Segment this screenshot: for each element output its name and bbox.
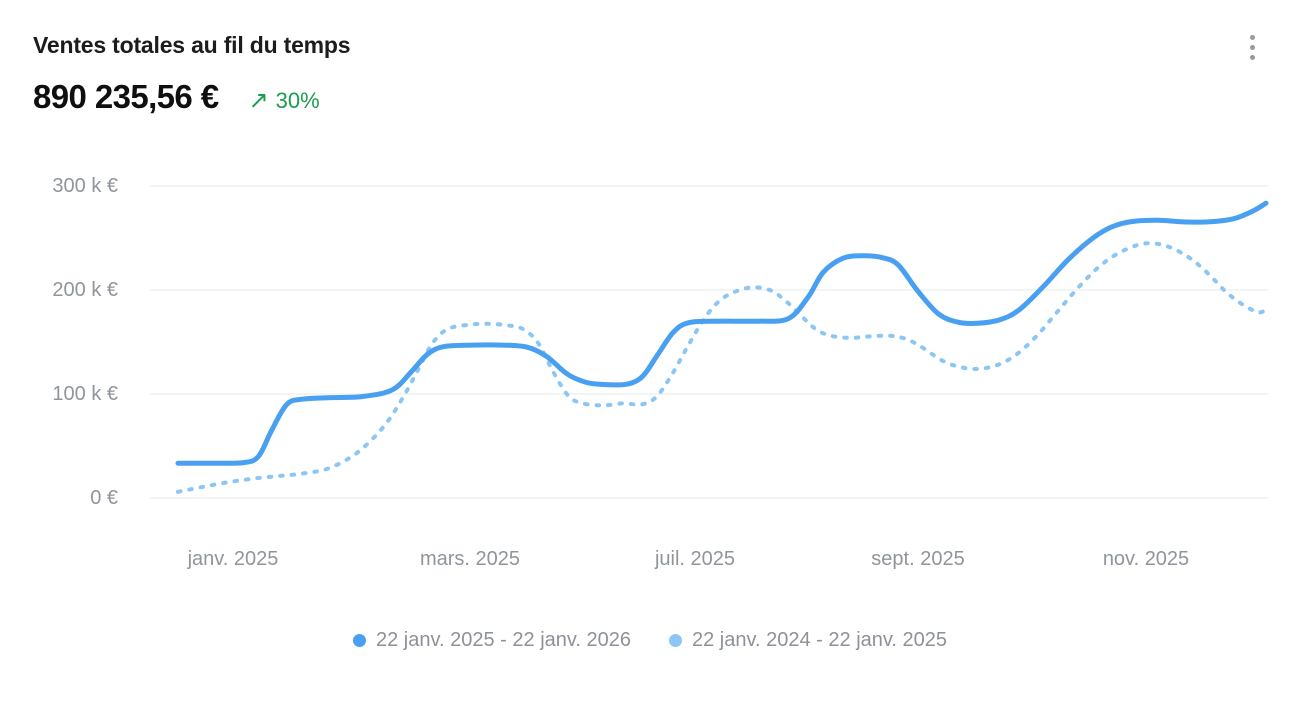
x-axis-tick-label: nov. 2025 (1102, 548, 1190, 570)
trend-percent: 30% (275, 88, 320, 113)
legend-label: 22 janv. 2025 - 22 janv. 2026 (376, 629, 631, 651)
x-axis-tick-label: janv. 2025 (187, 548, 279, 570)
x-axis-tick-label: juil. 2025 (654, 548, 736, 570)
kebab-menu-icon (1249, 54, 1255, 60)
y-axis-tick-label: 100 k € (52, 383, 118, 405)
trend-up-arrow-icon: ↗ (248, 87, 269, 114)
x-axis-tick-label: sept. 2025 (871, 548, 965, 570)
kebab-menu-icon (1249, 34, 1255, 40)
trend-indicator: ↗ 30% (248, 86, 319, 115)
legend-item: 22 janv. 2025 - 22 janv. 2026 (353, 629, 631, 652)
kebab-menu-button[interactable] (1237, 27, 1267, 67)
chart-title: Ventes totales au fil du temps (33, 32, 351, 58)
x-axis-tick-label: mars. 2025 (419, 548, 521, 570)
legend-item: 22 janv. 2024 - 22 janv. 2025 (669, 629, 947, 652)
legend-label: 22 janv. 2024 - 22 janv. 2025 (692, 629, 947, 651)
chart-legend: 22 janv. 2025 - 22 janv. 2026 22 janv. 20… (0, 629, 1300, 652)
y-axis-tick-label: 200 k € (52, 279, 118, 301)
comparison-period-line (176, 241, 1268, 494)
total-sales-summary: 890 235,56 € ↗ 30% (33, 78, 320, 116)
kebab-menu-icon (1249, 44, 1255, 50)
legend-dot-icon (669, 634, 682, 647)
legend-dot-icon (353, 634, 366, 647)
total-sales-value: 890 235,56 € (33, 78, 219, 115)
current-period-line (175, 200, 1269, 466)
y-axis-tick-label: 0 € (90, 487, 118, 509)
y-axis-tick-label: 300 k € (52, 175, 118, 197)
